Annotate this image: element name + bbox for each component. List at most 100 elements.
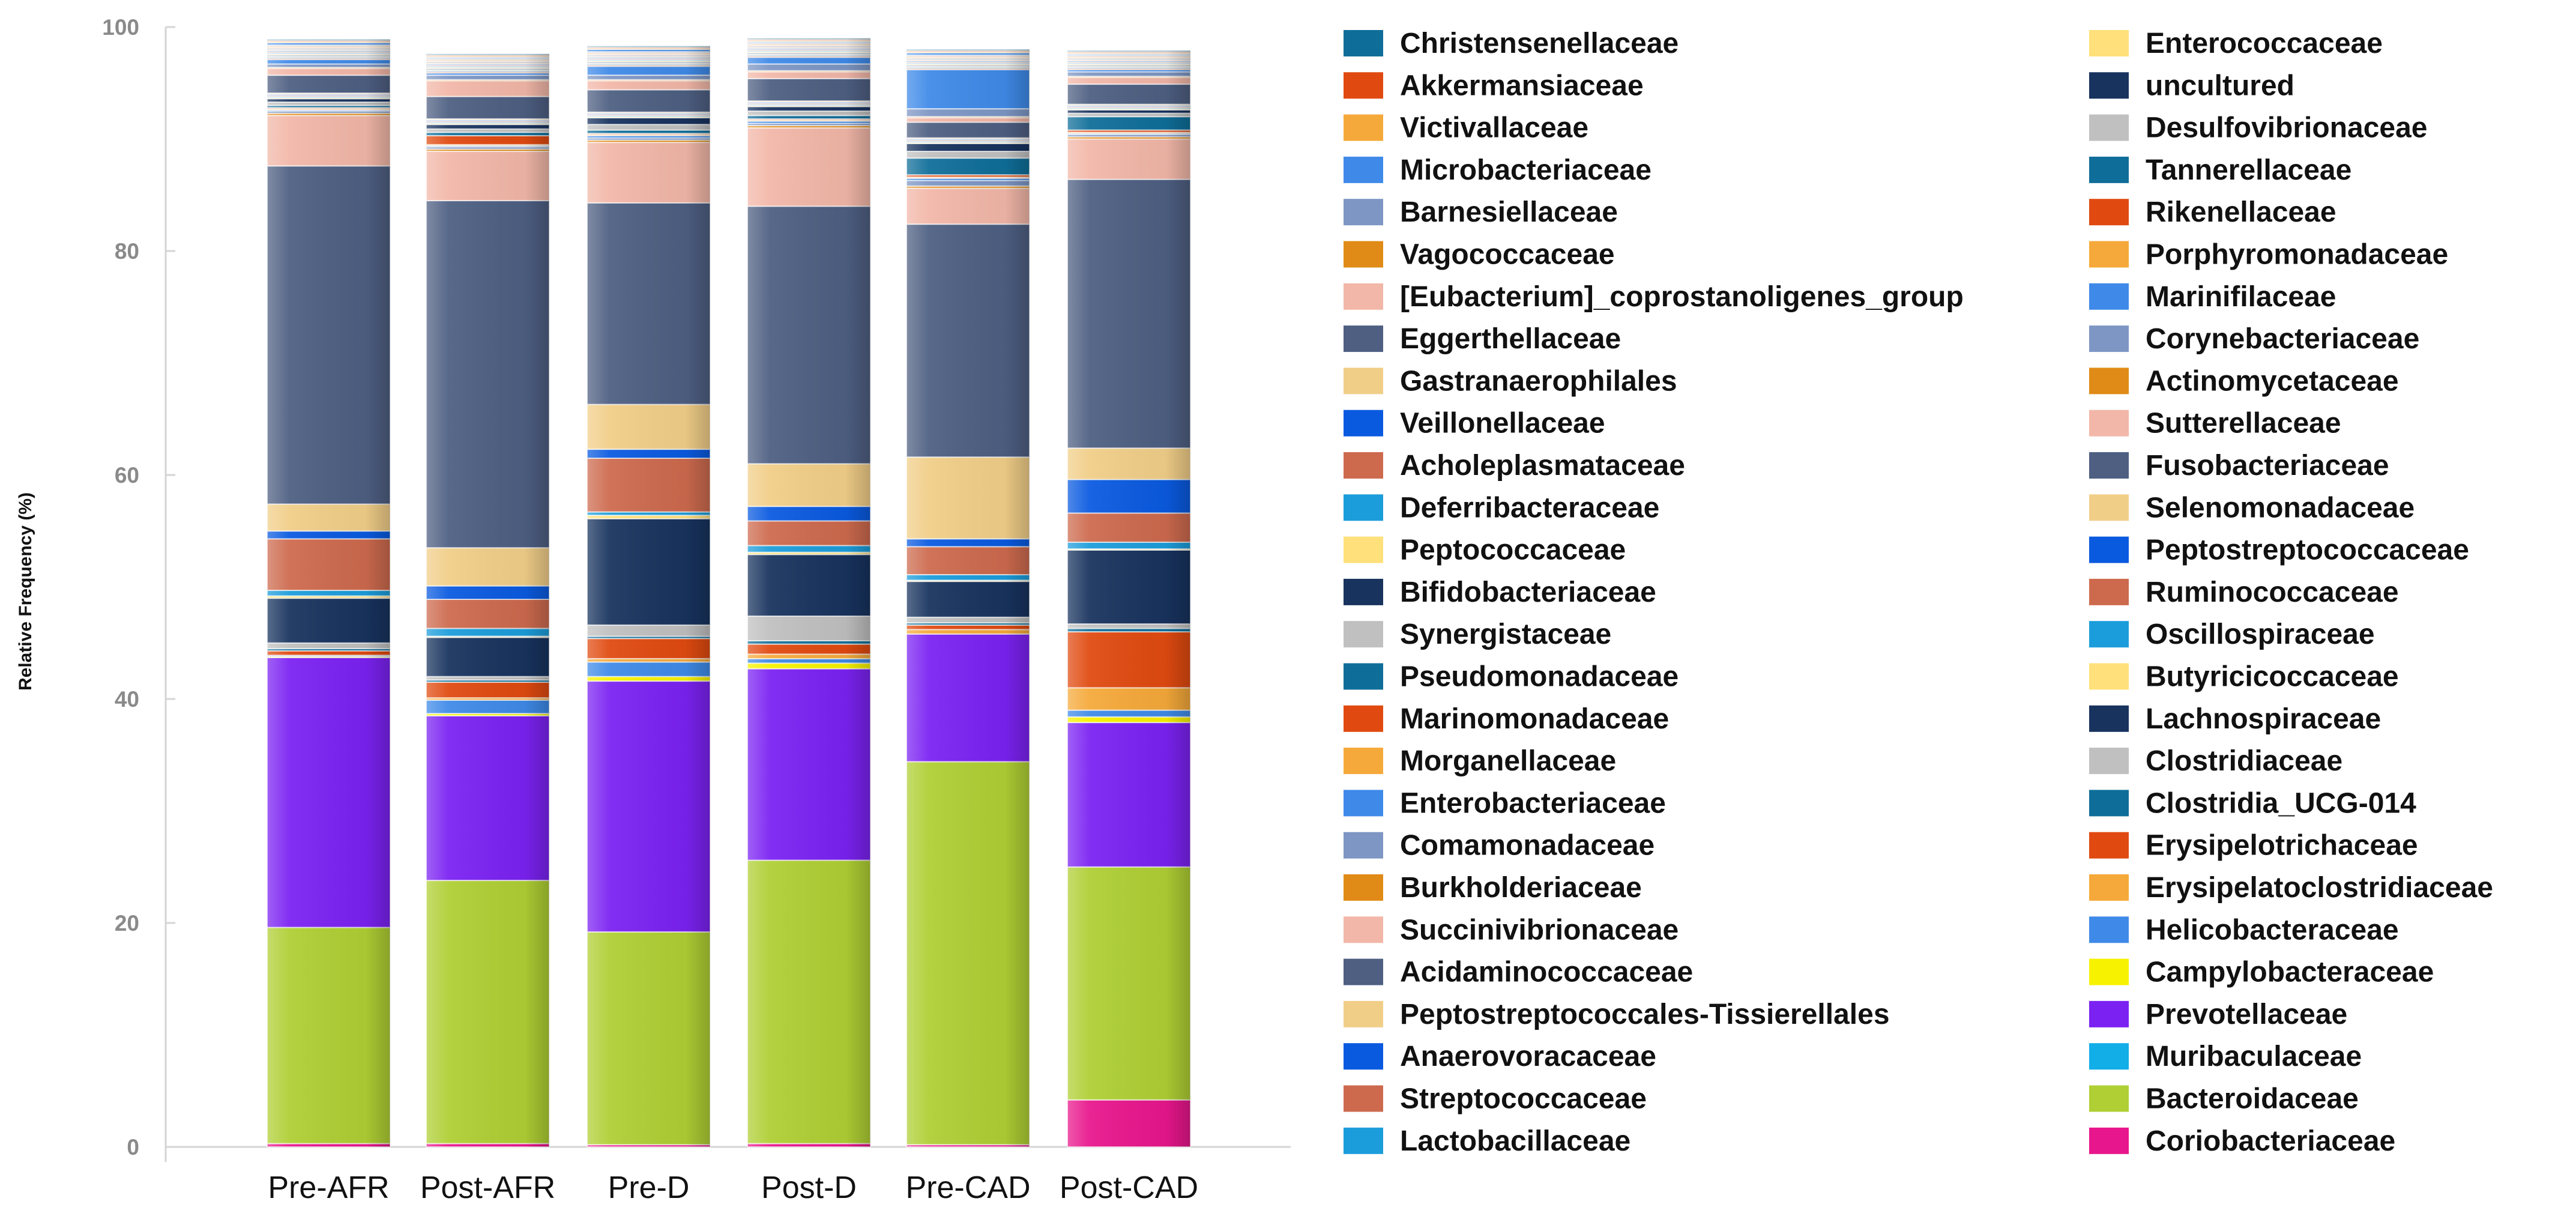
- legend-swatch: [1344, 790, 1383, 817]
- bar-column-post-d: [747, 37, 871, 1148]
- legend-item-acholeplasmataceae: Acholeplasmataceae: [1344, 450, 1685, 482]
- legend-item-sutterellaceae: Sutterellaceae: [2089, 408, 2341, 440]
- legend-swatch: [1344, 410, 1383, 437]
- legend-item-burkholderiaceae: Burkholderiaceae: [1344, 872, 1642, 904]
- legend-swatch: [2089, 536, 2129, 563]
- legend-item-porphyromonadaceae: Porphyromonadaceae: [2089, 239, 2448, 271]
- legend-swatch: [2089, 325, 2129, 352]
- legend-label: Ruminococcaceae: [2146, 576, 2399, 608]
- legend-swatch: [2089, 1043, 2129, 1070]
- legend-item-comamonadaceae: Comamonadaceae: [1344, 830, 1654, 862]
- legend-swatch: [1344, 494, 1383, 521]
- bar-column-post-cad: [1067, 50, 1191, 1148]
- legend-label: Peptostreptococcaceae: [2146, 534, 2469, 566]
- legend-swatch: [1344, 199, 1383, 226]
- legend-item-acidaminococcaceae: Acidaminococcaceae: [1344, 957, 1693, 988]
- legend-label: Erysipelatoclostridiaceae: [2146, 872, 2493, 904]
- legend-label: Akkermansiaceae: [1400, 70, 1644, 101]
- legend-swatch: [2089, 748, 2129, 775]
- legend-item-lactobacillaceae: Lactobacillaceae: [1344, 1125, 1630, 1157]
- bar-stack-group: [267, 37, 1191, 1148]
- legend-label: Vagococcaceae: [1400, 239, 1615, 271]
- y-tick-label: 60: [115, 463, 139, 488]
- legend-label: Acidaminococcaceae: [1400, 957, 1693, 988]
- legend-label: Anaerovoracaceae: [1400, 1041, 1656, 1072]
- legend-item-eggerthellaceae: Eggerthellaceae: [1344, 323, 1621, 355]
- legend-item-ruminococcaceae: Ruminococcaceae: [2089, 576, 2399, 608]
- legend-swatch: [1344, 536, 1383, 563]
- legend-swatch: [1344, 663, 1383, 690]
- legend-label: Marinifilaceae: [2146, 281, 2336, 313]
- legend-swatch: [2089, 494, 2129, 521]
- legend-swatch: [2089, 1000, 2129, 1027]
- legend-label: Gastranaerophilales: [1400, 365, 1677, 397]
- legend-label: Bacteroidaceae: [2146, 1083, 2359, 1115]
- legend-swatch: [1344, 832, 1383, 859]
- legend-label: [Eubacterium]_coprostanoligenes_group: [1400, 281, 1964, 313]
- legend-item-barnesiellaceae: Barnesiellaceae: [1344, 196, 1618, 228]
- legend-item-marinifilaceae: Marinifilaceae: [2089, 281, 2336, 313]
- legend-item-corynebacteriaceae: Corynebacteriaceae: [2089, 323, 2419, 355]
- legend-swatch: [1344, 1000, 1383, 1027]
- legend-item-morganellaceae: Morganellaceae: [1344, 745, 1616, 777]
- bar-column-pre-afr: [267, 38, 391, 1148]
- y-axis-title: Relative Frequency (%): [16, 492, 35, 691]
- legend-label: Oscillospiraceae: [2146, 619, 2375, 650]
- legend-label: Christensenellaceae: [1400, 28, 1679, 59]
- legend-label: Streptococcaceae: [1400, 1083, 1647, 1115]
- bar-shading: [267, 39, 390, 1147]
- legend-label: Burkholderiaceae: [1400, 872, 1642, 904]
- legend-item-christensenellaceae: Christensenellaceae: [1344, 28, 1679, 59]
- x-tick-label-pre-d: Pre-D: [608, 1170, 690, 1205]
- legend-swatch: [2089, 156, 2129, 183]
- legend-label: Bifidobacteriaceae: [1400, 576, 1656, 608]
- legend-swatch: [2089, 578, 2129, 605]
- legend-swatch: [1344, 241, 1383, 268]
- legend-item-clostridiaceae: Clostridiaceae: [2089, 745, 2342, 777]
- legend-label: Peptococcaceae: [1400, 534, 1626, 566]
- legend-swatch: [2089, 663, 2129, 690]
- legend-label: Lactobacillaceae: [1400, 1125, 1630, 1157]
- legend-swatch: [2089, 916, 2129, 943]
- legend: Christensenellaceae Akkermansiaceae Victiv…: [1344, 28, 2493, 1157]
- legend-item-fusobacteriaceae: Fusobacteriaceae: [2089, 450, 2389, 482]
- legend-item-campylobacteraceae: Campylobacteraceae: [2089, 957, 2434, 988]
- legend-label: Desulfovibrionaceae: [2146, 112, 2428, 144]
- legend-item-enterococcaceae: Enterococcaceae: [2089, 28, 2383, 59]
- bar-shading: [426, 53, 549, 1147]
- legend-swatch: [2089, 114, 2129, 141]
- legend-swatch: [1344, 325, 1383, 352]
- legend-swatch: [1344, 367, 1383, 395]
- y-tick-label: 100: [102, 15, 139, 40]
- legend-item-microbacteriaceae: Microbacteriaceae: [1344, 154, 1651, 186]
- legend-item-lachnospiraceae: Lachnospiraceae: [2089, 703, 2381, 735]
- legend-label: Clostridia_UCG-014: [2146, 787, 2416, 819]
- legend-item-eubacterium-coprostanoligenes-group: [Eubacterium]_coprostanoligenes_group: [1344, 281, 1964, 313]
- legend-swatch: [2089, 874, 2129, 901]
- legend-item-clostridia-ucg-014: Clostridia_UCG-014: [2089, 787, 2416, 819]
- y-tick-label: 20: [115, 911, 139, 936]
- legend-item-muribaculaceae: Muribaculaceae: [2089, 1041, 2362, 1072]
- x-tick-label-post-cad: Post-CAD: [1060, 1170, 1198, 1205]
- legend-item-succinivibrionaceae: Succinivibrionaceae: [1344, 914, 1679, 946]
- legend-item-butyricicoccaceae: Butyricicoccaceae: [2089, 661, 2399, 693]
- legend-label: Fusobacteriaceae: [2146, 450, 2389, 482]
- legend-item-coriobacteriaceae: Coriobacteriaceae: [2089, 1125, 2395, 1157]
- legend-swatch: [1344, 916, 1383, 943]
- legend-swatch: [2089, 958, 2129, 985]
- legend-swatch: [1344, 452, 1383, 479]
- legend-label: Microbacteriaceae: [1400, 154, 1651, 186]
- legend-label: Eggerthellaceae: [1400, 323, 1621, 355]
- legend-swatch: [1344, 283, 1383, 310]
- legend-item-actinomycetaceae: Actinomycetaceae: [2089, 365, 2399, 397]
- bar-shading: [747, 38, 870, 1147]
- legend-label: Helicobacteraceae: [2146, 914, 2399, 946]
- legend-item-synergistaceae: Synergistaceae: [1344, 619, 1611, 650]
- legend-item-oscillospiraceae: Oscillospiraceae: [2089, 619, 2375, 650]
- legend-label: Veillonellaceae: [1400, 408, 1605, 440]
- legend-label: uncultured: [2146, 70, 2294, 101]
- bar-column-post-afr: [426, 53, 550, 1148]
- legend-label: Victivallaceae: [1400, 112, 1588, 144]
- legend-label: Muribaculaceae: [2146, 1041, 2362, 1072]
- legend-item-uncultured: uncultured: [2089, 70, 2294, 101]
